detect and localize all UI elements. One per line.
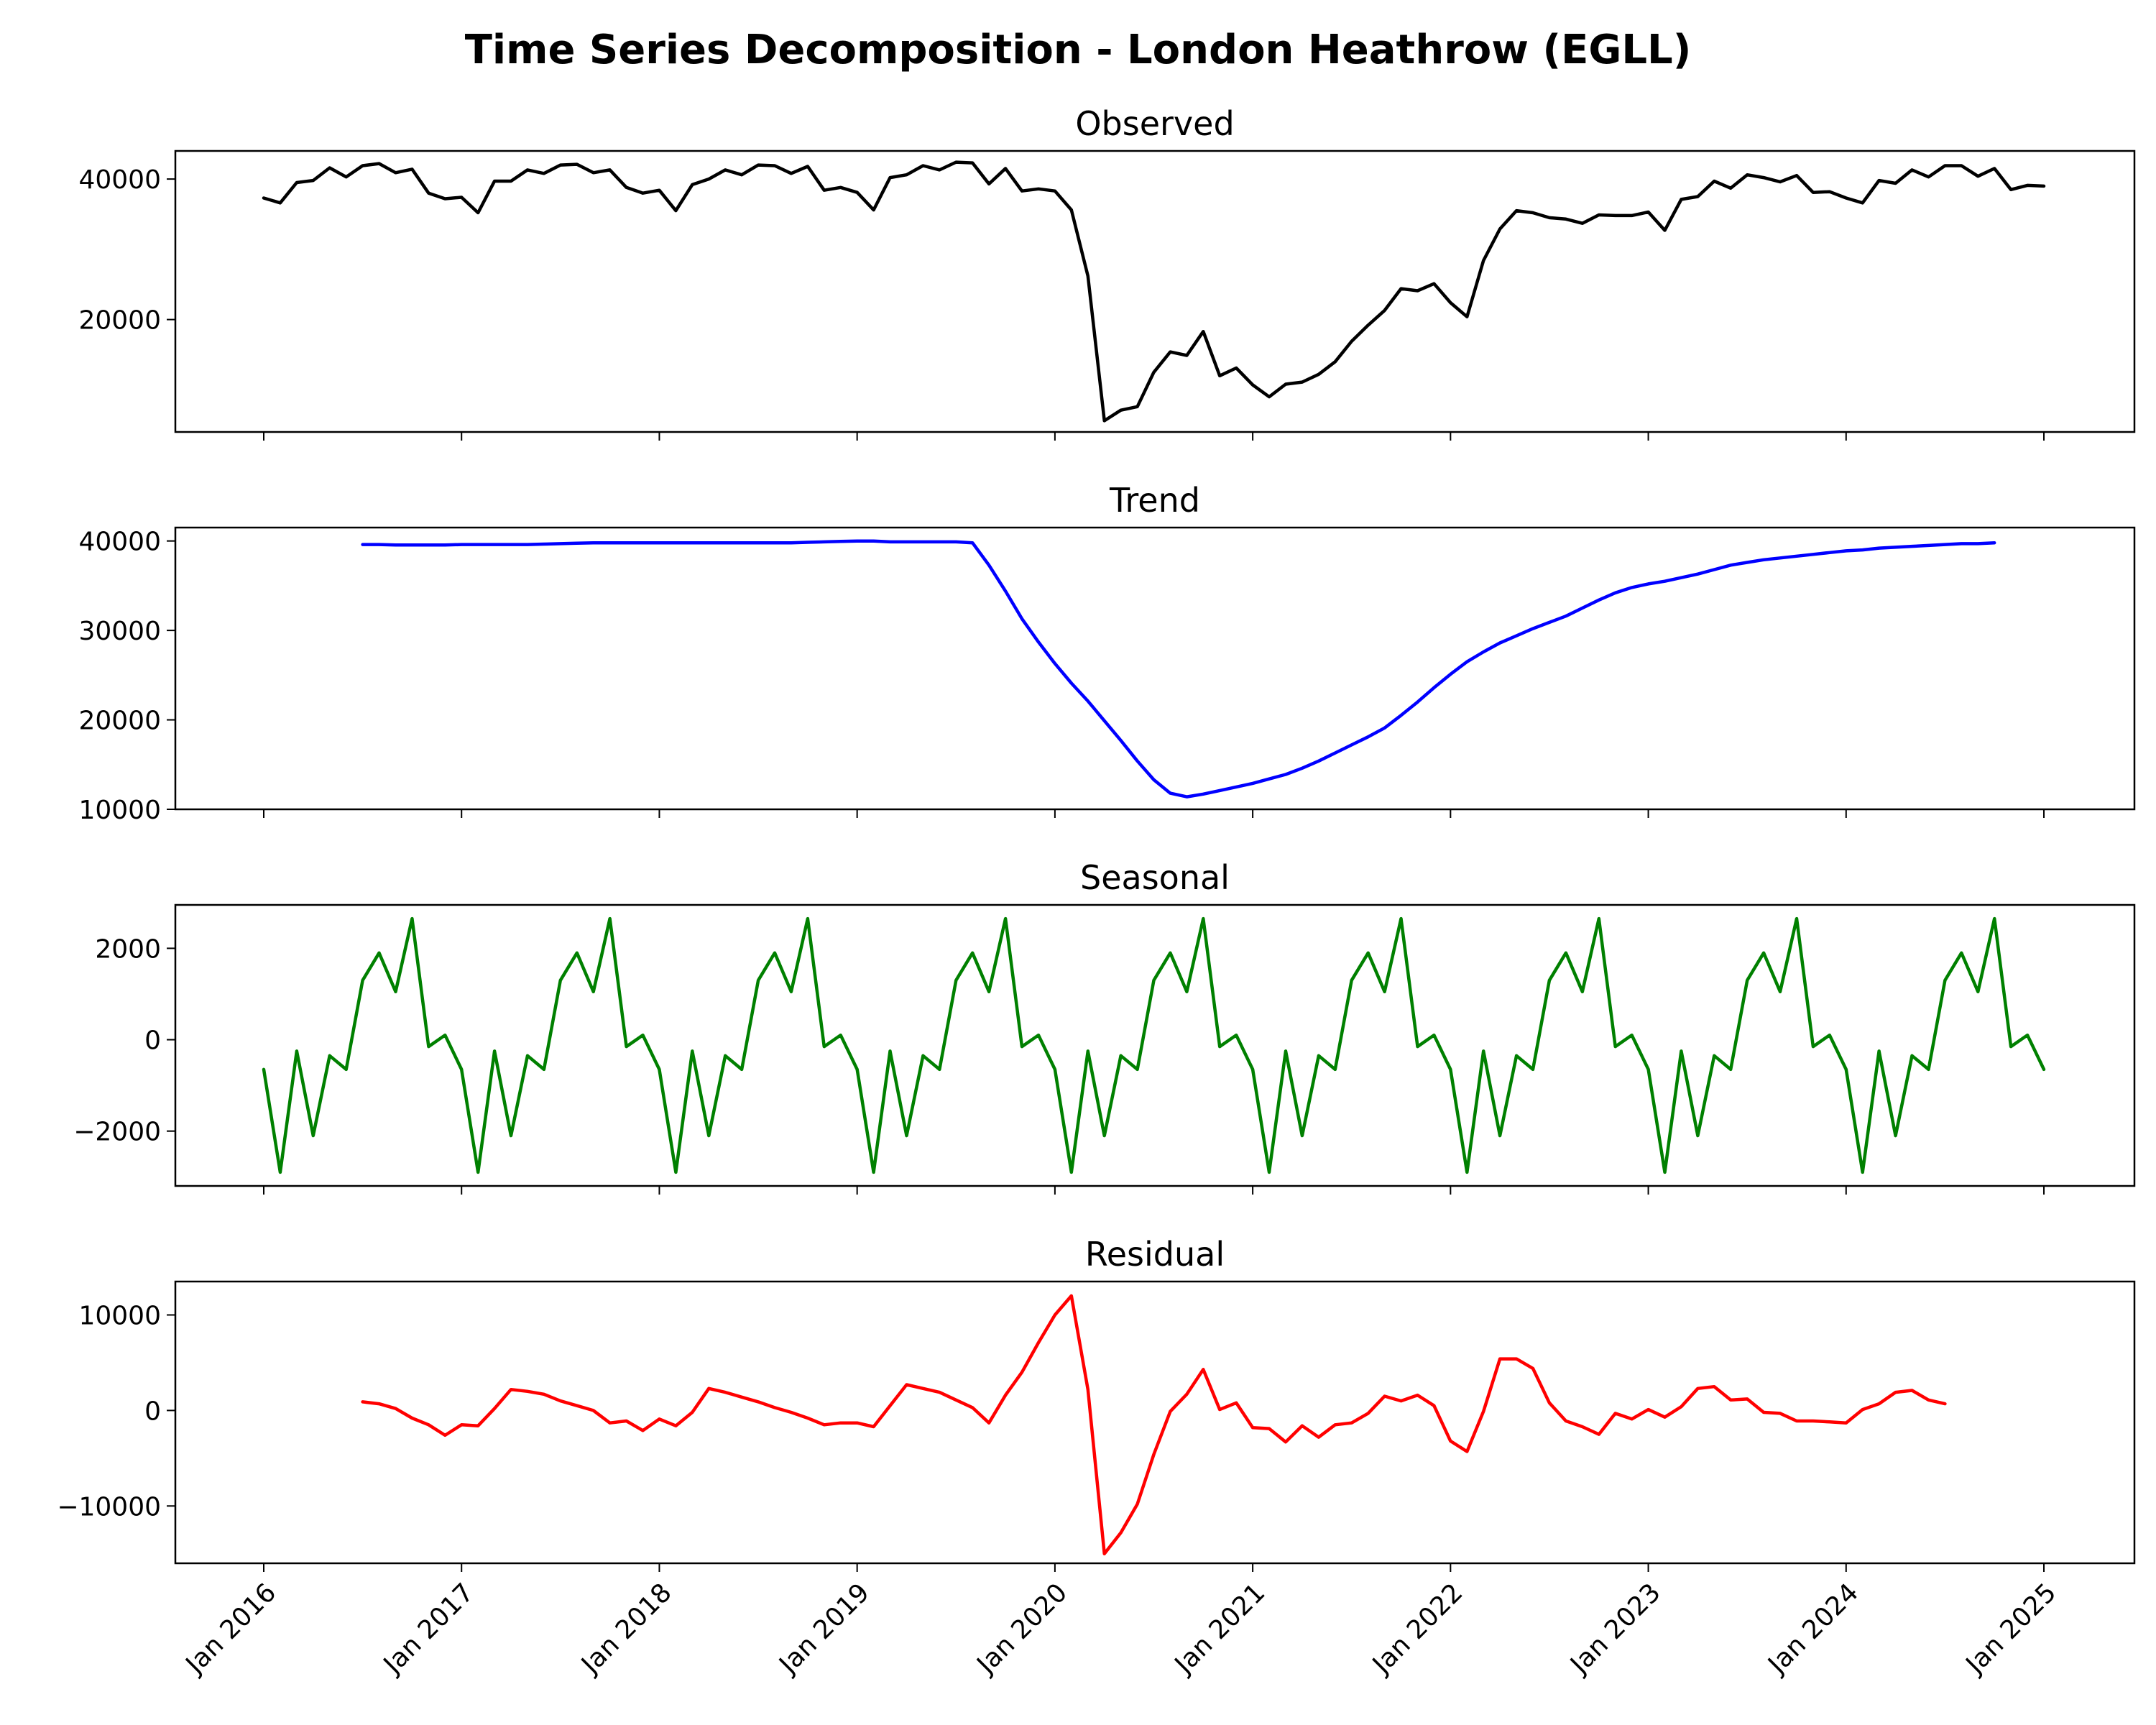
y-tick-label-trend: 30000 [78,617,161,646]
y-tick-label-trend: 10000 [78,796,161,825]
panel-title-seasonal: Seasonal [1080,858,1230,897]
panel-observed: Observed 20000 40000 [78,104,2136,441]
y-tick-label-residual: −10000 [57,1492,161,1522]
series-line-seasonal [262,916,2046,1174]
series-line-observed [262,160,2046,423]
y-tick-label-seasonal: 2000 [95,934,161,964]
axes-frame-residual [174,1280,2136,1565]
y-tick-label-residual: 0 [144,1397,161,1426]
axes-frame-observed [174,150,2136,433]
axes-frame-seasonal [174,903,2136,1187]
series-line-residual [361,1294,1947,1555]
panel-title-residual: Residual [1085,1235,1225,1274]
y-tick-label-observed: 20000 [78,306,161,336]
y-tick-label-trend: 40000 [78,528,161,557]
axes-frame-trend [174,526,2136,811]
y-tick-label-seasonal: −2000 [73,1118,161,1147]
series-line-trend [361,539,1996,799]
panel-trend: Trend 10000 20000 30000 40000 [78,481,2136,825]
y-tick-label-trend: 20000 [78,707,161,736]
y-tick-label-observed: 40000 [78,165,161,195]
panel-seasonal: Seasonal −2000 0 2000 [73,858,2136,1195]
panel-title-trend: Trend [1109,481,1200,520]
y-tick-label-residual: 10000 [78,1302,161,1331]
panel-residual: Residual −10000 0 10000 [57,1235,2136,1572]
panel-title-observed: Observed [1075,104,1234,143]
figure-title: Time Series Decomposition - London Heath… [465,27,1692,73]
y-tick-label-seasonal: 0 [144,1026,161,1056]
